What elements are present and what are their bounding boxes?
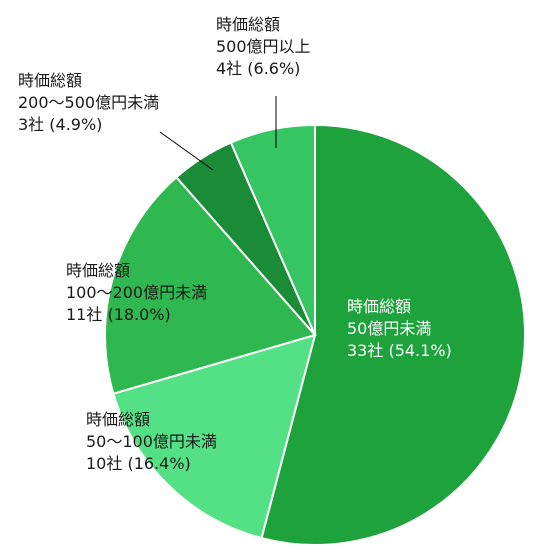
slice-label-4-line-1: 500億円以上 — [216, 37, 311, 56]
pie-slice-4 — [229, 123, 316, 336]
slice-label-3: 時価総額 200～500億円未満 3社 (4.9%) — [18, 71, 159, 134]
slice-labels: 時価総額 50億円未満 33社 (54.1%) 時価総額 50～100億円未満 10社 (… — [18, 15, 452, 473]
slice-label-2-line-1: 100～200億円未満 — [66, 283, 207, 302]
leader-line-3 — [159, 131, 214, 171]
slice-label-0-line-2: 33社 (54.1%) — [347, 341, 452, 360]
slice-label-4-line-2: 4社 (6.6%) — [216, 59, 300, 78]
pie-slice-2 — [104, 175, 317, 395]
pie-slices — [104, 123, 526, 546]
pie-slice-1 — [112, 333, 317, 540]
slice-label-1-line-1: 50～100億円未満 — [86, 432, 217, 451]
slice-label-0: 時価総額 50億円未満 33社 (54.1%) — [347, 297, 452, 360]
slice-label-3-line-0: 時価総額 — [18, 71, 82, 90]
slice-label-2-line-0: 時価総額 — [66, 261, 130, 280]
slice-label-1-line-0: 時価総額 — [86, 410, 150, 429]
slice-label-2-line-2: 11社 (18.0%) — [66, 305, 171, 324]
slice-label-0-line-1: 50億円未満 — [347, 319, 431, 338]
slice-label-0-line-0: 時価総額 — [347, 297, 411, 316]
slice-label-1: 時価総額 50～100億円未満 10社 (16.4%) — [86, 410, 217, 473]
slice-label-3-line-2: 3社 (4.9%) — [18, 115, 102, 134]
pie-slice-0 — [260, 123, 526, 546]
slice-label-3-line-1: 200～500億円未満 — [18, 93, 159, 112]
slice-label-4: 時価総額 500億円以上 4社 (6.6%) — [216, 15, 311, 78]
slice-label-1-line-2: 10社 (16.4%) — [86, 454, 191, 473]
slice-label-2: 時価総額 100～200億円未満 11社 (18.0%) — [66, 261, 207, 324]
leader-lines — [159, 96, 277, 171]
slice-label-4-line-0: 時価総額 — [216, 15, 280, 34]
